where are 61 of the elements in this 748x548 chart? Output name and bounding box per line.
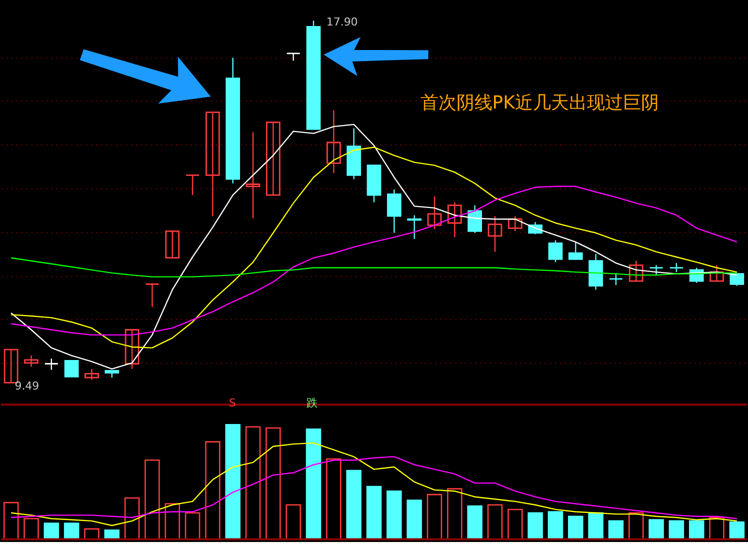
candlestick xyxy=(427,196,442,230)
candlestick xyxy=(730,273,744,286)
candlestick xyxy=(548,240,563,263)
candlestick xyxy=(124,329,140,370)
bar xyxy=(266,427,281,540)
candlestick xyxy=(649,264,664,276)
candlestick xyxy=(508,216,522,232)
candlestick xyxy=(710,264,724,282)
bar xyxy=(729,521,745,540)
bar xyxy=(366,486,382,540)
candlestick xyxy=(407,214,422,240)
bar xyxy=(688,520,704,540)
text: 跌 xyxy=(306,396,318,410)
candlestick xyxy=(44,358,59,370)
annotation: 9.49 xyxy=(14,380,40,393)
candlestick xyxy=(568,241,583,261)
bar xyxy=(3,502,19,540)
bar xyxy=(164,503,180,540)
bar xyxy=(447,488,462,540)
bar xyxy=(124,497,140,540)
bar xyxy=(426,494,442,540)
candlestick xyxy=(447,202,462,238)
bar xyxy=(528,512,543,540)
candlestick xyxy=(84,368,99,380)
annotation: 首次阴线PK近几天出现过巨阴 xyxy=(420,92,659,114)
bar xyxy=(668,520,684,540)
candlestick xyxy=(326,110,341,174)
candlestick xyxy=(206,112,220,217)
candlestick xyxy=(246,132,260,219)
candlestick xyxy=(669,262,684,273)
bar xyxy=(205,441,220,540)
bar xyxy=(386,490,402,540)
annotation: 17.90 xyxy=(326,16,358,29)
bar xyxy=(326,458,342,540)
candlestick xyxy=(608,272,624,286)
bar xyxy=(64,522,80,540)
bar xyxy=(245,426,261,540)
bar xyxy=(467,505,482,540)
text: S xyxy=(228,396,236,410)
candlestick xyxy=(628,260,644,282)
bar xyxy=(588,512,604,540)
candlestick xyxy=(468,204,482,234)
candlestick xyxy=(386,188,402,234)
bar xyxy=(225,424,240,540)
bar xyxy=(346,470,362,540)
candlestick xyxy=(488,216,502,252)
bar xyxy=(648,519,664,540)
candlestick xyxy=(145,283,160,308)
candlestick xyxy=(24,354,38,368)
candlestick xyxy=(185,174,200,196)
bar xyxy=(44,522,60,540)
bar xyxy=(286,504,301,540)
bar xyxy=(568,516,584,540)
bar xyxy=(306,428,322,540)
candlestick xyxy=(165,230,180,259)
candlestick xyxy=(64,360,79,378)
bar xyxy=(144,459,160,540)
bar xyxy=(406,500,422,540)
bar xyxy=(608,520,624,540)
candlestick xyxy=(266,122,280,196)
bar xyxy=(548,511,564,540)
